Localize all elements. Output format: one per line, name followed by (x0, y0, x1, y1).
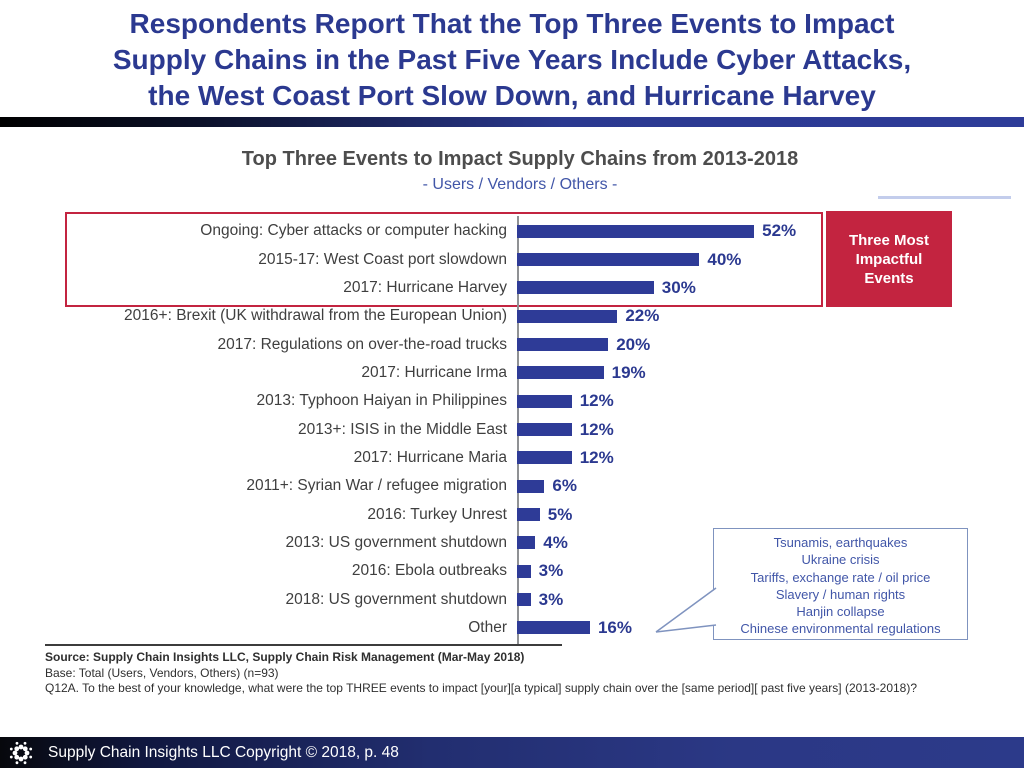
bar-label: 2017: Hurricane Harvey (343, 278, 507, 296)
callout-item: Ukraine crisis (801, 552, 880, 568)
source-line: Source: Supply Chain Insights LLC, Suppl… (45, 650, 525, 664)
bar-label: Ongoing: Cyber attacks or computer hacki… (200, 222, 507, 240)
bar-label: 2018: US government shutdown (285, 590, 507, 608)
bar-label: 2016: Ebola outbreaks (351, 562, 507, 580)
bar-row: Ongoing: Cyber attacks or computer hacki… (0, 217, 1024, 245)
bar-value: 4% (543, 532, 568, 552)
bar-label: 2013+: ISIS in the Middle East (298, 420, 507, 438)
footer-copyright-text: Supply Chain Insights LLC Copyright © 20… (48, 743, 399, 761)
bar (517, 593, 531, 607)
bar-rows: Ongoing: Cyber attacks or computer hacki… (0, 217, 1024, 642)
bar-label: 2017: Regulations on over-the-road truck… (217, 335, 508, 353)
bar-row: 2017: Hurricane Irma 19% (0, 359, 1024, 387)
bar (517, 224, 755, 238)
other-callout-box: Tsunamis, earthquakes Ukraine crisis Tar… (713, 528, 968, 640)
bar-label: 2013: US government shutdown (285, 533, 507, 551)
callout-item: Chinese environmental regulations (740, 621, 941, 637)
bar-label: 2011+: Syrian War / refugee migration (246, 477, 507, 495)
bar-value: 5% (547, 504, 573, 524)
source-block: Source: Supply Chain Insights LLC, Suppl… (45, 650, 1024, 697)
bar-value: 16% (597, 617, 632, 637)
bar (517, 394, 572, 408)
footer-bar: Supply Chain Insights LLC Copyright © 20… (0, 737, 1024, 768)
bar-label: 2016+: Brexit (UK withdrawal from the Eu… (124, 307, 507, 325)
bar-value: 19% (611, 362, 646, 382)
bar-label: 2016: Turkey Unrest (367, 505, 507, 523)
callout-item: Tariffs, exchange rate / oil price (750, 569, 931, 585)
bar-row: 2018: US government shutdown 3% (0, 585, 1024, 613)
bar-row: 2013: Typhoon Haiyan in Philippines 12% (0, 387, 1024, 415)
slide-title: Respondents Report That the Top Three Ev… (0, 6, 1024, 114)
bar-value: 12% (579, 447, 614, 467)
slide-title-line-3: the West Coast Port Slow Down, and Hurri… (148, 80, 876, 111)
bar-value: 6% (552, 476, 577, 496)
bar-row: 2013+: ISIS in the Middle East 12% (0, 415, 1024, 443)
source-divider-line (45, 644, 562, 646)
bar (517, 564, 531, 578)
bar-row: 2017: Regulations on over-the-road truck… (0, 330, 1024, 358)
bar (517, 621, 590, 635)
bar (517, 451, 572, 465)
bar-row: Other 16% (0, 614, 1024, 642)
bar (517, 281, 654, 295)
callout-item: Slavery / human rights (775, 586, 906, 602)
bar (517, 338, 609, 352)
top-three-outline-box (65, 212, 823, 307)
slide-title-line-1: Respondents Report That the Top Three Ev… (129, 8, 895, 39)
bar-row: 2017: Hurricane Maria 12% (0, 444, 1024, 472)
bar-value: 52% (762, 221, 797, 241)
bar (517, 253, 700, 267)
callout-item: Tsunamis, earthquakes (773, 535, 908, 550)
bar (517, 479, 545, 493)
callout-item: Hanjin collapse (796, 604, 885, 620)
title-divider-bar (0, 117, 1024, 127)
bar (517, 366, 604, 380)
bar-label: Other (468, 618, 507, 636)
bar-value: 3% (538, 561, 564, 581)
bar-row: 2015-17: West Coast port slowdown 40% (0, 245, 1024, 273)
three-most-impactful-label: Three Most Impactful Events (848, 231, 929, 287)
chart-subtitle: - Users / Vendors / Others - (422, 176, 618, 193)
bar (517, 423, 572, 437)
dots-circle-logo-icon (9, 741, 33, 764)
bar (517, 309, 618, 323)
slide-title-line-2: Supply Chains in the Past Five Years Inc… (112, 44, 912, 75)
bar-value: 12% (579, 391, 614, 411)
decor-line (878, 196, 1011, 199)
bar-row: 2016: Turkey Unrest 5% (0, 500, 1024, 528)
bar-row: 2013: US government shutdown 4% (0, 529, 1024, 557)
bar-label: 2015-17: West Coast port slowdown (258, 250, 507, 268)
bar (517, 508, 540, 522)
bar-value: 40% (707, 249, 742, 269)
bar-label: 2013: Typhoon Haiyan in Philippines (256, 392, 507, 410)
bar-value: 30% (661, 277, 696, 297)
base-line: Base: Total (Users, Vendors, Others) (n=… (45, 665, 279, 680)
bar-value: 3% (538, 589, 564, 609)
question-line: Q12A. To the best of your knowledge, wha… (45, 681, 918, 695)
three-most-impactful-label-box: Three Most Impactful Events (826, 211, 952, 307)
bar-row: 2017: Hurricane Harvey 30% (0, 274, 1024, 302)
bar (517, 536, 536, 550)
bar-row: 2011+: Syrian War / refugee migration 6% (0, 472, 1024, 500)
callout-tail-pointer (655, 586, 720, 633)
bar-row: 2016+: Brexit (UK withdrawal from the Eu… (0, 302, 1024, 330)
bar-value: 20% (616, 334, 651, 354)
bar-label: 2017: Hurricane Irma (361, 363, 507, 381)
chart-title: Top Three Events to Impact Supply Chains… (241, 148, 799, 170)
bar-value: 12% (579, 419, 614, 439)
bar-label: 2017: Hurricane Maria (353, 448, 507, 466)
bar-value: 22% (625, 306, 660, 326)
bar-row: 2016: Ebola outbreaks 3% (0, 557, 1024, 585)
